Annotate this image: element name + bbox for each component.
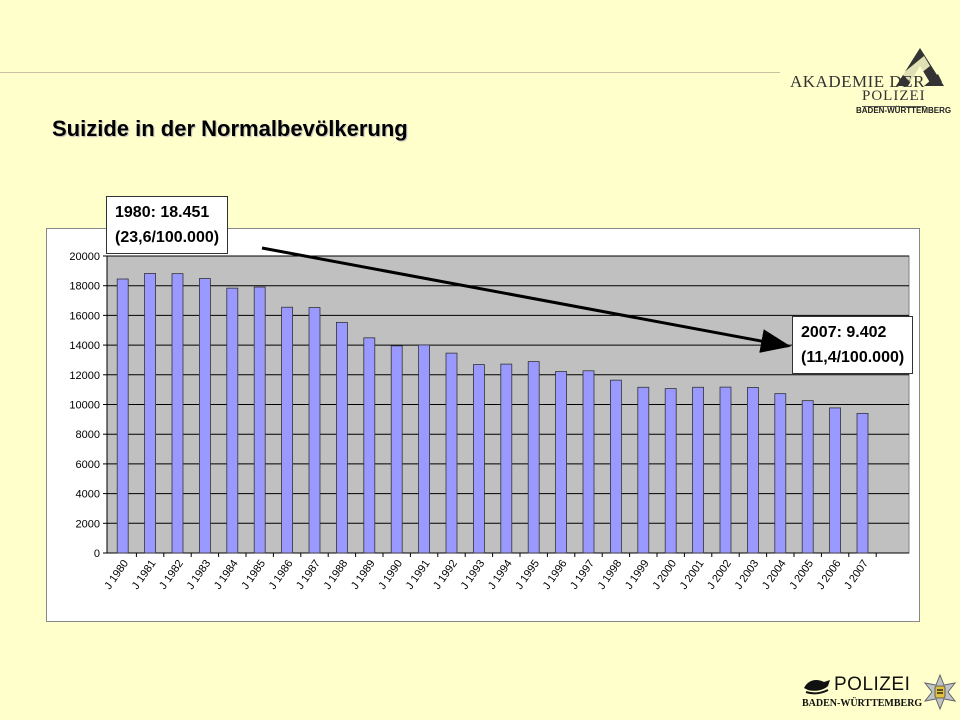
bar: [774, 393, 787, 554]
bar: [692, 386, 704, 554]
bar: [637, 386, 650, 554]
callout-2007-line2: (11,4/100.000): [801, 349, 905, 366]
bar-chart: 0 2000 4000 6000 8000 10000 12000 14000 16000 180…: [69, 251, 910, 592]
bar: [829, 407, 841, 554]
y-tick-label: 20000: [69, 251, 100, 263]
bar: [555, 371, 568, 554]
polizei-logo-line1: POLIZEI: [834, 674, 911, 695]
bar: [664, 388, 677, 554]
akademie-logo-line1: AKADEMIE DER: [790, 72, 925, 91]
y-tick-label: 6000: [76, 459, 100, 471]
police-star-icon: [923, 674, 957, 710]
polizei-logo: POLIZEI BADEN-WÜRTTEMBERG: [800, 672, 960, 716]
bar: [144, 273, 156, 554]
bar: [308, 307, 321, 554]
polizei-logo-line2: BADEN-WÜRTTEMBERG: [802, 698, 923, 709]
bar: [610, 379, 622, 554]
akademie-logo-line3: BADEN-WÜRTTEMBERG: [856, 106, 952, 115]
y-tick-label: 12000: [69, 370, 100, 382]
bar: [472, 364, 485, 554]
chart-area: 0 2000 4000 6000 8000 10000 12000 14000 16000 180…: [46, 228, 920, 622]
y-tick-label: 2000: [76, 518, 100, 530]
y-tick-label: 14000: [69, 340, 100, 352]
bar: [226, 287, 239, 554]
callout-2007: 2007: 9.402 (11,4/100.000): [792, 316, 914, 374]
callout-1980-line2: (23,6/100.000): [115, 229, 220, 246]
bar: [747, 387, 759, 554]
y-tick-label: 4000: [76, 489, 100, 501]
bar: [418, 344, 431, 554]
callout-1980: 1980: 18.451 (23,6/100.000): [106, 196, 229, 254]
bar: [801, 400, 814, 554]
bar: [116, 278, 129, 554]
bar: [198, 278, 211, 554]
bar: [445, 352, 458, 554]
bar: [856, 412, 869, 554]
akademie-logo-line2: POLIZEI: [862, 88, 926, 107]
callout-2007-line1: 2007: 9.402: [801, 324, 887, 341]
page-title: Suizide in der Normalbevölkerung: [52, 116, 408, 141]
y-tick-label: 8000: [76, 429, 100, 441]
y-tick-label: 0: [94, 548, 100, 560]
callout-1980-line1: 1980: 18.451: [115, 204, 210, 221]
lion-icon: [804, 680, 830, 695]
bar: [719, 386, 732, 554]
akademie-logo: AKADEMIE DER POLIZEI BADEN-WÜRTTEMBERG: [772, 44, 952, 124]
bar: [390, 345, 403, 554]
bar: [253, 286, 266, 554]
header-rule: [0, 72, 780, 73]
bar: [335, 321, 348, 554]
y-tick-label: 10000: [69, 400, 100, 412]
bar: [527, 361, 540, 554]
bar: [500, 363, 513, 554]
y-tick-label: 18000: [69, 281, 100, 293]
bar: [171, 273, 184, 554]
akademie-triangle-icon: [896, 48, 944, 86]
y-tick-label: 16000: [69, 310, 100, 322]
bar: [582, 370, 595, 554]
bar: [281, 306, 294, 554]
bar: [363, 337, 376, 554]
